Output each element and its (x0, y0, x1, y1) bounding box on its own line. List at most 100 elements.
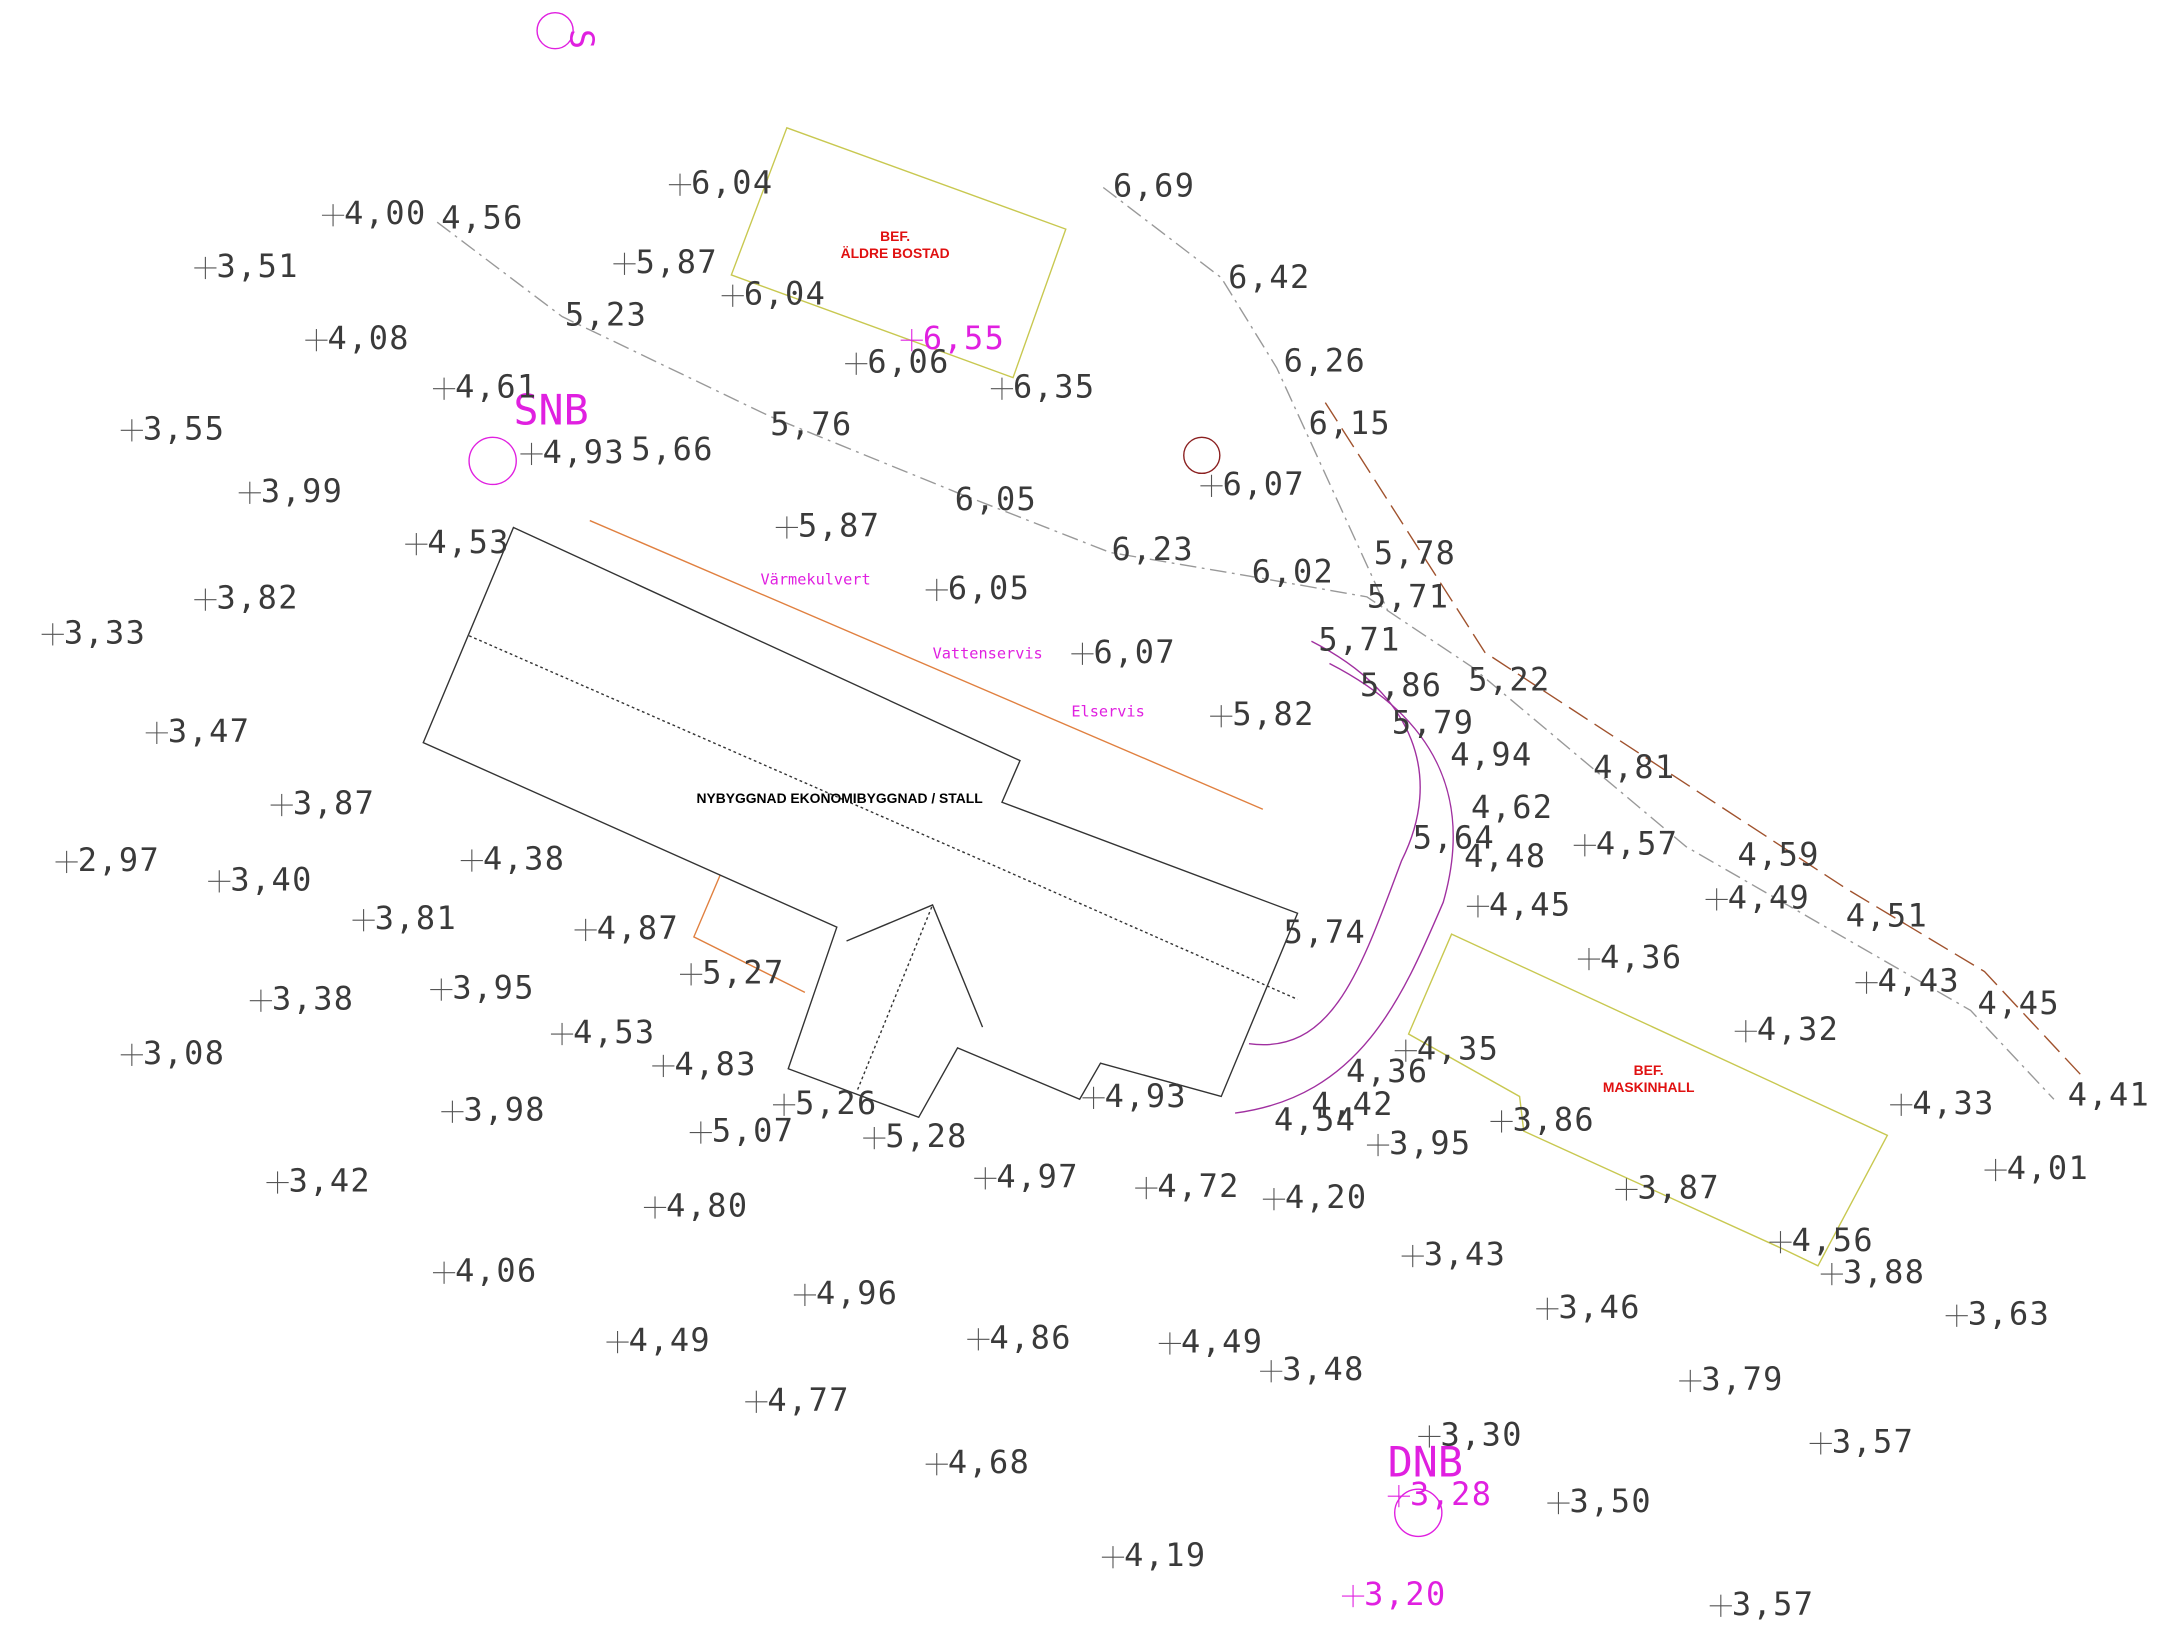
elevation-label: 3,40 (230, 860, 312, 898)
elevation-label: 4,01 (2007, 1149, 2089, 1187)
elevation-label: 5,07 (712, 1112, 794, 1150)
elevation-label: 4,83 (674, 1045, 756, 1083)
elevation-label: 5,87 (636, 243, 718, 281)
elevation-label: 4,00 (344, 194, 426, 232)
elevation-label: 3,08 (143, 1034, 225, 1072)
elevation-label: 4,32 (1757, 1010, 1839, 1048)
elevation-label: 5,71 (1367, 577, 1449, 615)
s-label: S (563, 29, 602, 49)
elevation-label: 3,57 (1832, 1422, 1914, 1460)
elevation-label: 3,46 (1558, 1288, 1640, 1326)
building-label: NYBYGGNAD EKONOMIBYGGNAD / STALL (696, 790, 983, 806)
elevation-label: 5,79 (1392, 704, 1474, 742)
elevation-label: 4,36 (1346, 1052, 1428, 1090)
service-line (692, 871, 806, 994)
building-label: MASKINHALL (1603, 1079, 1695, 1095)
service-label: Värmekulvert (760, 571, 870, 589)
elevation-label: 5,74 (1284, 913, 1366, 951)
elevation-label: 3,57 (1732, 1585, 1814, 1623)
elevation-label: 3,98 (464, 1091, 546, 1129)
elevation-label: 4,41 (2068, 1075, 2150, 1113)
elevation-label: 5,22 (1468, 661, 1550, 699)
roof-ridge (846, 904, 984, 1028)
elevation-label: 2,97 (78, 841, 160, 879)
boundary-line (1102, 186, 1389, 612)
elevation-label: 6,02 (1252, 552, 1334, 590)
ditch-line (1324, 402, 2083, 1077)
elevation-label: 3,81 (375, 899, 457, 937)
elevation-label: 5,66 (631, 430, 713, 468)
elevation-label: 4,42 (1311, 1085, 1393, 1123)
elevation-label: 3,87 (293, 784, 375, 822)
elevation-label: 4,81 (1593, 748, 1675, 786)
elevation-label: 4,93 (543, 433, 625, 471)
elevation-label: 4,59 (1737, 835, 1819, 873)
elevation-label: 4,56 (1792, 1221, 1874, 1259)
road-edge (1248, 640, 1421, 1046)
elevation-label: 3,20 (1364, 1575, 1446, 1613)
elevation-label: 4,49 (629, 1321, 711, 1359)
elevation-label: 4,36 (1600, 938, 1682, 976)
marker-circle (468, 436, 517, 486)
elevation-label: 3,43 (1424, 1235, 1506, 1273)
elevation-label: 5,28 (885, 1117, 967, 1155)
elevation-label: 5,76 (770, 405, 852, 443)
snb-label: SNB (513, 386, 588, 435)
elevation-label: 3,48 (1282, 1350, 1364, 1388)
elevation-label: 4,96 (816, 1274, 898, 1312)
elevation-label: 4,80 (666, 1186, 748, 1224)
elevation-label: 4,45 (1978, 984, 2060, 1022)
elevation-label: 3,95 (1389, 1124, 1471, 1162)
building-label: BEF. (880, 228, 910, 244)
elevation-label: 3,99 (261, 472, 343, 510)
elevation-label: 4,53 (573, 1013, 655, 1051)
elevation-label: 3,51 (216, 247, 298, 285)
elevation-label: 6,04 (744, 275, 826, 313)
marker-circle (536, 11, 574, 50)
elevation-label: 5,87 (798, 506, 880, 544)
elevation-label: 4,19 (1124, 1536, 1206, 1574)
elevation-label: 4,54 (1274, 1100, 1356, 1138)
elevation-label: 5,71 (1318, 620, 1400, 658)
elevation-label: 3,87 (1638, 1168, 1720, 1206)
service-label: Elservis (1071, 703, 1144, 721)
elevation-label: 4,97 (996, 1157, 1078, 1195)
elevation-label: 4,72 (1157, 1167, 1239, 1205)
elevation-label: 4,51 (1846, 896, 1928, 934)
boundary-line (436, 221, 2055, 1100)
elevation-label: 4,56 (441, 198, 523, 236)
elevation-label: 4,20 (1285, 1178, 1367, 1216)
elevation-label: 6,05 (948, 569, 1030, 607)
tree (1183, 436, 1221, 475)
elevation-label: 3,82 (216, 579, 298, 617)
service-label: Vattenservis (933, 644, 1043, 662)
marker-circle (1394, 1488, 1443, 1538)
elevation-label: 6,26 (1284, 341, 1366, 379)
roof-ridge (468, 635, 983, 862)
new-building (422, 526, 1299, 1119)
elevation-label: 4,43 (1878, 962, 1960, 1000)
elevation-label: 5,82 (1232, 695, 1314, 733)
elevation-label: 4,62 (1471, 788, 1553, 826)
elevation-label: 3,55 (143, 409, 225, 447)
elevation-label: 3,42 (289, 1162, 371, 1200)
elevation-label: 5,64 (1413, 819, 1495, 857)
survey-points: 4,00 3,51 4,08 4,61 3,55 3,99 4,53 3,82 3,33 3,47… (41, 164, 2150, 1623)
elevation-label: 5,27 (702, 953, 784, 991)
elevation-label: 6,15 (1309, 404, 1391, 442)
existing-house (730, 126, 1067, 379)
elevation-label: 4,77 (767, 1381, 849, 1419)
elevation-label: 5,78 (1374, 534, 1456, 572)
elevation-label: 6,07 (1223, 465, 1305, 503)
elevation-label: 3,33 (64, 613, 146, 651)
elevation-label: 5,86 (1360, 666, 1442, 704)
elevation-label: 3,79 (1701, 1360, 1783, 1398)
elevation-label: 3,88 (1843, 1253, 1925, 1291)
elevation-label: 4,08 (328, 319, 410, 357)
elevation-label: 4,93 (1105, 1077, 1187, 1115)
elevation-label: 6,06 (867, 343, 949, 381)
roof-ridge (982, 859, 1298, 1000)
linework (422, 11, 2083, 1538)
elevation-label: 4,49 (1181, 1322, 1263, 1360)
